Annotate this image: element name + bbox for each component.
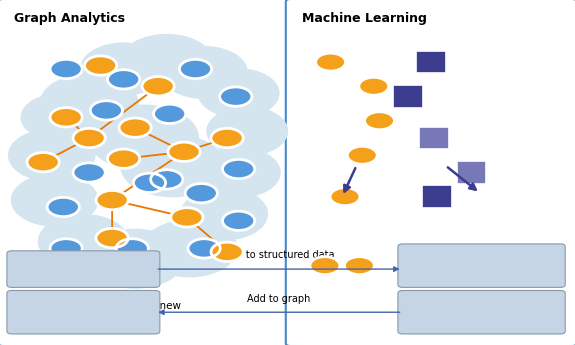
Circle shape (116, 239, 148, 258)
Text: Machine Learning: Machine Learning (302, 12, 427, 25)
FancyBboxPatch shape (393, 85, 423, 108)
FancyBboxPatch shape (503, 251, 532, 274)
Circle shape (121, 34, 213, 90)
FancyBboxPatch shape (419, 127, 449, 149)
Circle shape (50, 59, 82, 79)
Circle shape (211, 128, 243, 148)
Circle shape (330, 188, 360, 206)
Circle shape (81, 43, 167, 95)
Circle shape (50, 239, 82, 258)
FancyBboxPatch shape (471, 251, 501, 274)
Circle shape (179, 59, 212, 79)
Text: Compute graph metric(s): Compute graph metric(s) (20, 264, 152, 274)
Circle shape (96, 228, 128, 248)
Circle shape (96, 190, 128, 210)
Circle shape (133, 173, 166, 193)
FancyBboxPatch shape (0, 0, 289, 345)
FancyBboxPatch shape (7, 290, 160, 334)
Circle shape (108, 149, 140, 168)
Circle shape (47, 197, 79, 217)
Circle shape (359, 77, 389, 95)
Circle shape (121, 135, 224, 197)
Circle shape (347, 146, 377, 164)
Circle shape (9, 129, 95, 181)
FancyBboxPatch shape (398, 244, 565, 287)
Circle shape (161, 47, 247, 98)
Circle shape (211, 242, 243, 262)
Circle shape (85, 56, 117, 75)
Text: Build model(s) and score or
classify data: Build model(s) and score or classify dat… (411, 300, 555, 324)
Circle shape (27, 152, 59, 172)
Circle shape (154, 104, 186, 124)
FancyBboxPatch shape (7, 251, 160, 287)
FancyBboxPatch shape (398, 290, 565, 334)
Circle shape (89, 105, 198, 171)
Circle shape (151, 170, 183, 189)
Circle shape (316, 53, 346, 71)
Circle shape (119, 118, 151, 137)
Circle shape (142, 77, 174, 96)
Circle shape (39, 215, 128, 268)
Circle shape (310, 257, 340, 275)
Circle shape (223, 211, 255, 230)
Text: Graph Analytics: Graph Analytics (14, 12, 125, 25)
Circle shape (90, 101, 122, 120)
Circle shape (223, 159, 255, 179)
Circle shape (108, 70, 140, 89)
Circle shape (198, 69, 279, 117)
Circle shape (365, 112, 394, 130)
Circle shape (207, 107, 288, 155)
Circle shape (73, 163, 105, 182)
Circle shape (344, 257, 374, 275)
Circle shape (197, 148, 280, 197)
Circle shape (143, 220, 237, 277)
Circle shape (12, 174, 98, 226)
FancyBboxPatch shape (457, 161, 486, 184)
Circle shape (86, 229, 184, 288)
Circle shape (21, 94, 99, 141)
Circle shape (185, 184, 217, 203)
Circle shape (73, 128, 105, 148)
Circle shape (181, 188, 267, 240)
Text: Build predictive model using
graph metric: Build predictive model using graph metri… (411, 254, 560, 277)
Circle shape (220, 87, 252, 106)
Text: Add to graph: Add to graph (247, 294, 310, 304)
FancyBboxPatch shape (422, 185, 452, 208)
FancyBboxPatch shape (416, 51, 446, 73)
Circle shape (188, 239, 220, 258)
Circle shape (50, 108, 82, 127)
Text: Add to structured data: Add to structured data (224, 250, 334, 260)
Circle shape (168, 142, 200, 161)
Circle shape (171, 208, 203, 227)
FancyBboxPatch shape (286, 0, 575, 345)
Text: Explore graph or compute new
metrics using ML result: Explore graph or compute new metrics usi… (20, 300, 181, 324)
Circle shape (40, 74, 138, 133)
